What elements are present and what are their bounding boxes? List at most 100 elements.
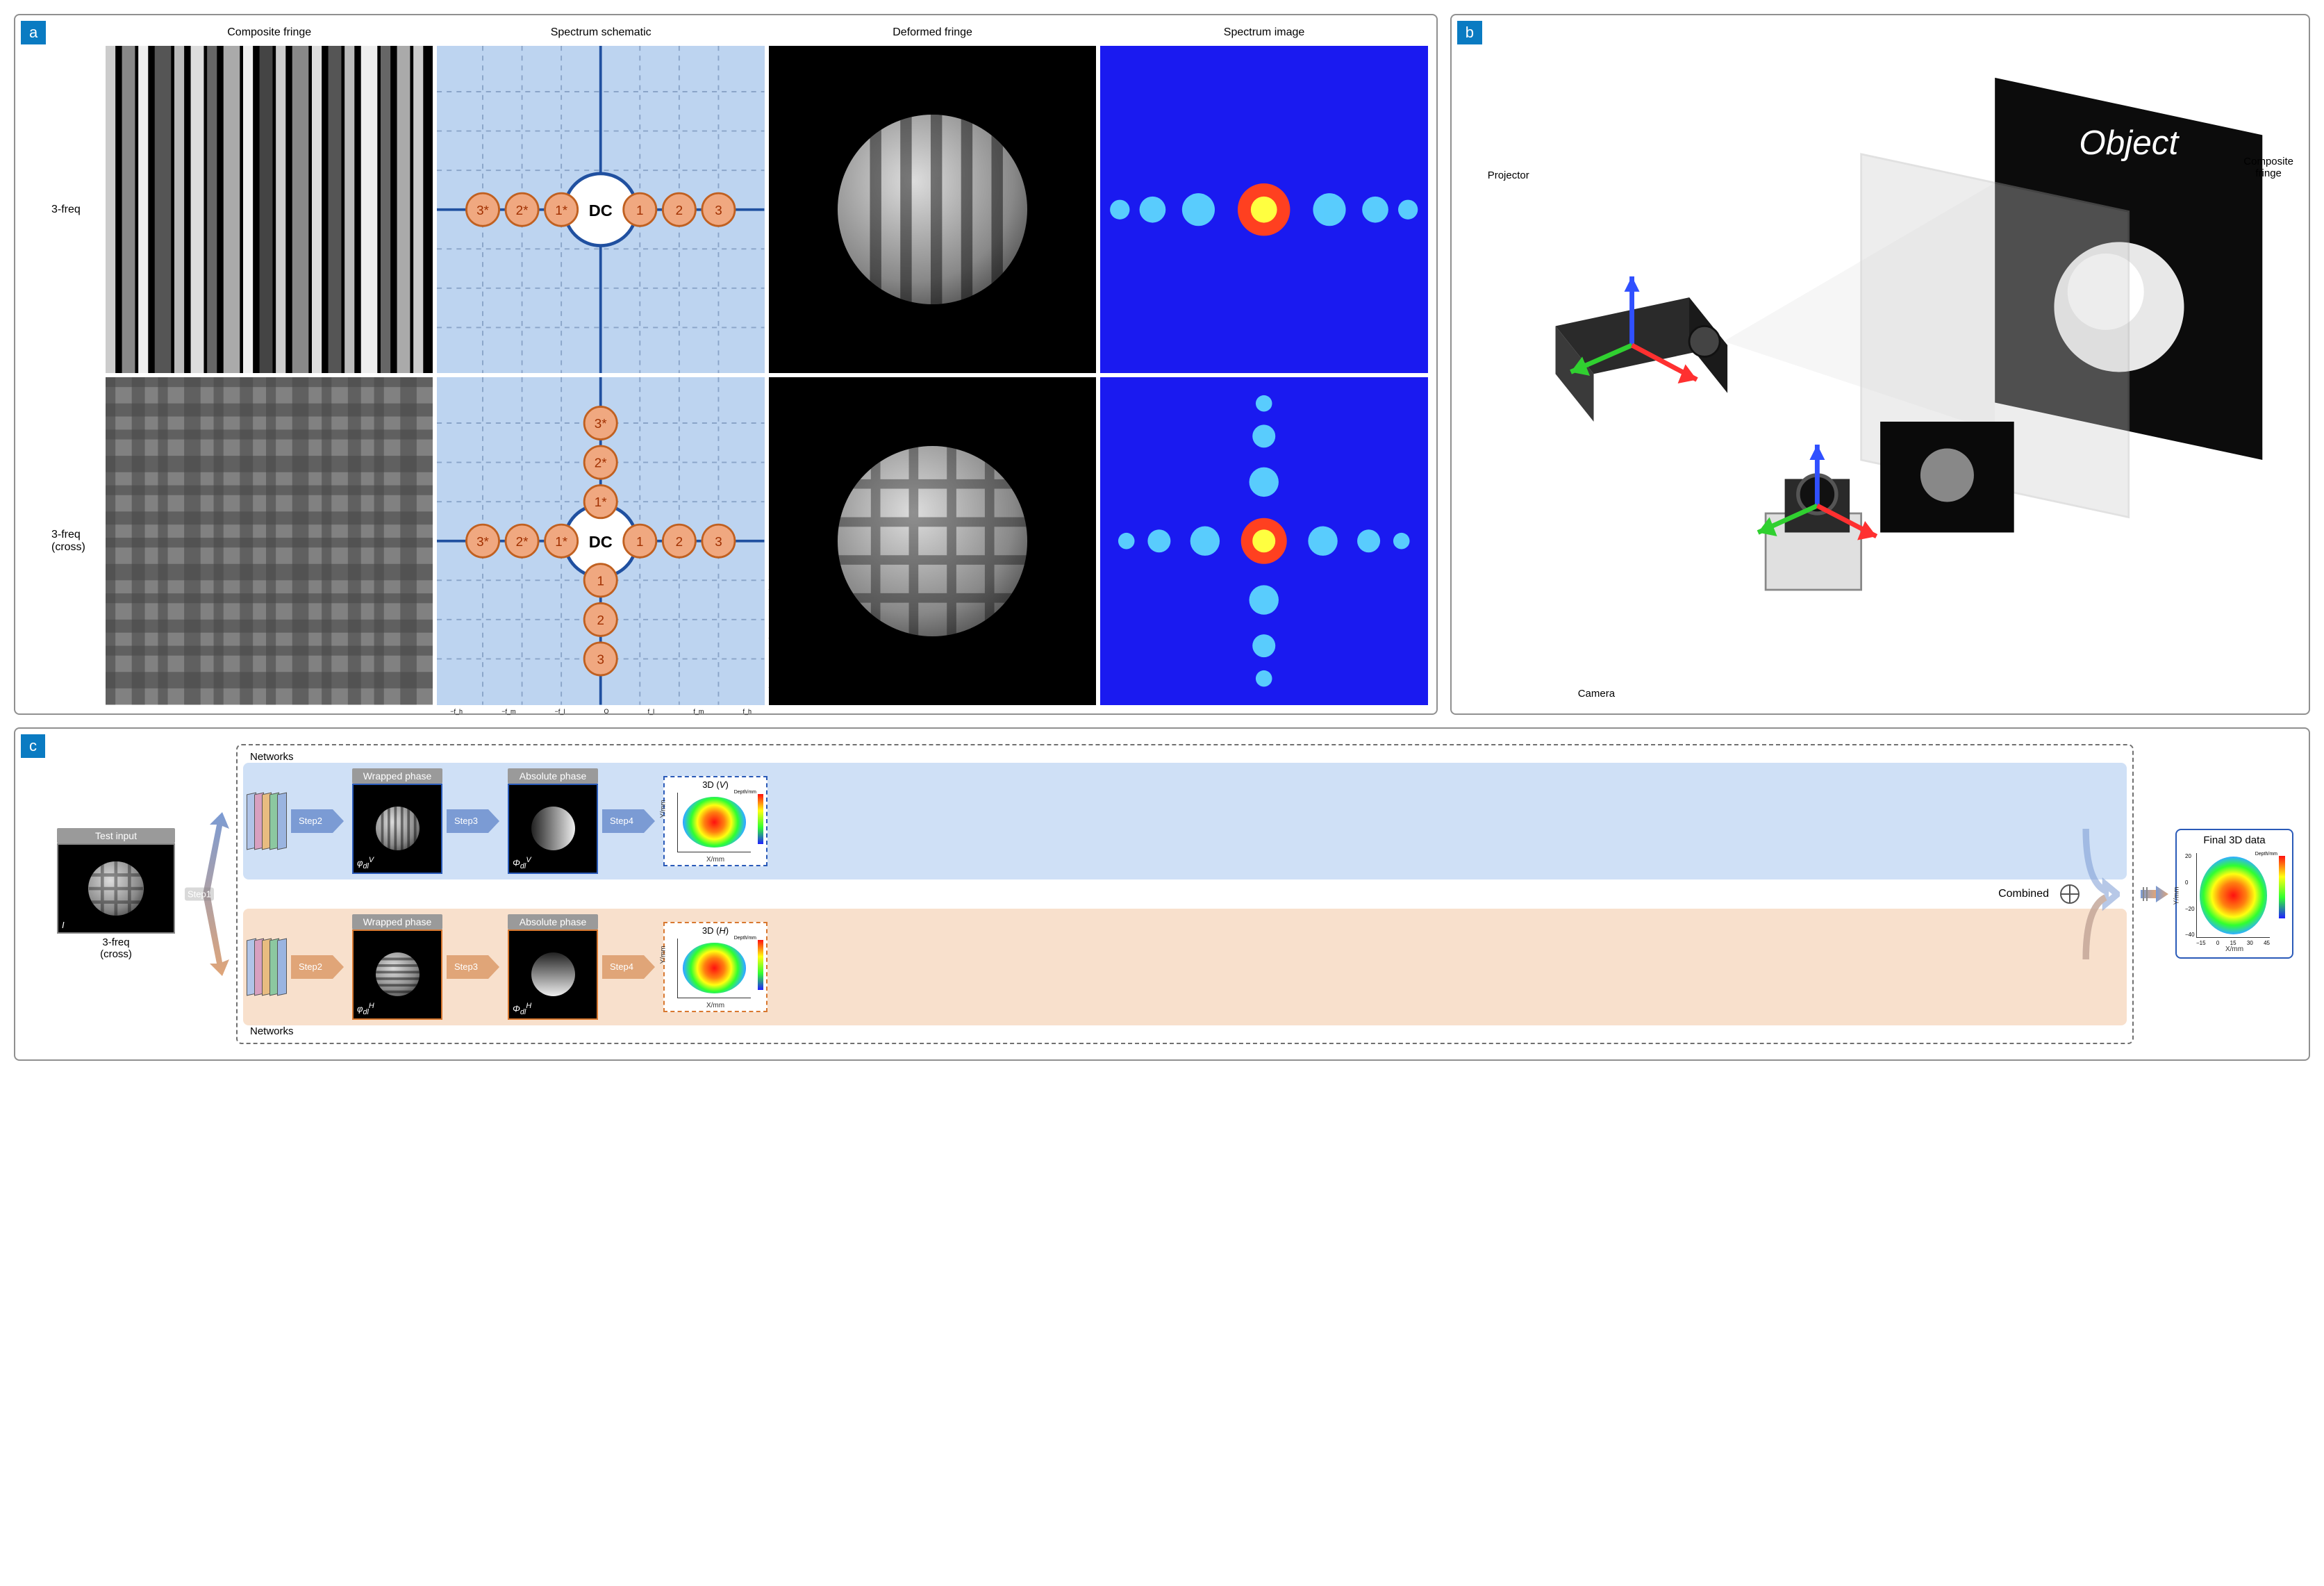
svg-text:3: 3 — [715, 534, 722, 549]
depth-label: Depth/mm — [734, 790, 756, 795]
input-symbol: I — [62, 920, 65, 930]
step4-arrow-h: Step4 — [602, 955, 644, 979]
axis-tick: f_l — [769, 587, 783, 594]
axis-tick: −f_m — [769, 440, 783, 447]
svg-text:1*: 1* — [556, 534, 568, 549]
axis-tick: −f_l — [555, 708, 565, 715]
axis-tick: −f_h — [450, 708, 463, 715]
absolute-phase-v-block: Absolute phase ΦdlV — [508, 768, 598, 874]
pipeline-v: Step2 Wrapped phase — [243, 763, 2127, 879]
svg-text:3: 3 — [715, 203, 722, 217]
absolute-caption-v: Absolute phase — [508, 768, 598, 784]
depth-label: Depth/mm — [2255, 852, 2277, 857]
combined-label: Combined — [1998, 888, 2049, 900]
ylabel: Y/mm — [2173, 887, 2181, 905]
axis-tick: −40 — [2185, 932, 2195, 938]
xlabel: X/mm — [2181, 945, 2288, 953]
svg-text:1: 1 — [636, 203, 643, 217]
axis-tick: −f_m — [501, 708, 515, 715]
wrapped-phase-h-block: Wrapped phase — [352, 914, 442, 1020]
camera-label: Camera — [1578, 688, 1615, 700]
svg-text:1: 1 — [636, 534, 643, 549]
panel-a: a Composite fringe Spectrum schematic De… — [14, 14, 1438, 715]
step2-arrow-v: Step2 — [291, 809, 333, 833]
output-arrow — [2141, 880, 2168, 908]
network-icon — [249, 939, 287, 995]
panel-tag-b: b — [1457, 21, 1482, 44]
formula: ΦdlV — [513, 856, 531, 870]
row-label: 3-freq (cross) — [51, 377, 101, 704]
row-label: 3-freq — [51, 46, 101, 373]
step3-arrow-h: Step3 — [447, 955, 488, 979]
svg-text:2*: 2* — [595, 456, 607, 470]
deformed-fringe-cross — [769, 377, 1096, 704]
absolute-phase-h-block: Absolute phase ΦdlH — [508, 914, 598, 1020]
col-header: Composite fringe — [106, 24, 433, 42]
plot-3d-v: 3D (V) Depth/mm X/mm Y/mm — [663, 776, 767, 866]
absolute-phase-v: ΦdlV — [508, 784, 598, 874]
svg-text:1*: 1* — [556, 203, 568, 217]
svg-text:2: 2 — [597, 613, 604, 627]
network-icon — [249, 793, 287, 849]
ylabel: Y/mm — [660, 800, 667, 818]
test-input-caption: Test input — [57, 828, 175, 843]
networks-label-top: Networks — [250, 751, 2127, 763]
step1-label: Step1 — [185, 887, 214, 900]
col-header: Spectrum image — [1100, 24, 1427, 42]
panel-c-content: Test input I 3-freq (cross) — [24, 737, 2300, 1051]
xlabel: X/mm — [665, 1002, 766, 1009]
axis-tick: −20 — [2185, 906, 2195, 912]
merge-arrows-icon — [2078, 829, 2120, 959]
formula: φdlV — [357, 856, 374, 870]
step3-arrow-v: Step3 — [447, 809, 488, 833]
axis-tick: f_m — [693, 708, 704, 715]
panel-a-grid: Composite fringe Spectrum schematic Defo… — [24, 24, 1428, 705]
final-caption: Final 3D data — [2203, 834, 2265, 846]
svg-text:1: 1 — [597, 574, 604, 588]
composite-fringe-cross — [106, 377, 433, 704]
setup-scene: Object — [1460, 24, 2300, 705]
svg-text:3*: 3* — [595, 417, 607, 431]
axis-tick: 0 — [2185, 879, 2195, 886]
spectrum-schematic-3freq: DC 3*2*1* 123 — [437, 46, 764, 373]
top-row: a Composite fringe Spectrum schematic De… — [14, 14, 2310, 715]
pipelines-container: Networks Step2 Wrapped phase — [236, 744, 2134, 1044]
depth-label: Depth/mm — [734, 936, 756, 941]
col-header: Spectrum schematic — [437, 24, 764, 42]
wrapped-phase-v-block: Wrapped phase — [352, 768, 442, 874]
panel-c: c Test input I 3-freq ( — [14, 727, 2310, 1061]
svg-text:3*: 3* — [477, 203, 490, 217]
absolute-caption-h: Absolute phase — [508, 914, 598, 930]
formula: ΦdlH — [513, 1002, 531, 1016]
wrapped-caption-h: Wrapped phase — [352, 914, 442, 930]
axis-tick: −f_l — [769, 489, 783, 496]
spectrum-image-3freq — [1100, 46, 1427, 373]
axis-tick: f_m — [769, 636, 783, 643]
wrapped-caption-v: Wrapped phase — [352, 768, 442, 784]
figure-root: a Composite fringe Spectrum schematic De… — [14, 14, 2310, 1061]
input-caption: 3-freq (cross) — [100, 936, 132, 960]
step1-arrow-block: Step1 — [182, 790, 229, 998]
svg-text:1*: 1* — [595, 495, 607, 510]
svg-text:2*: 2* — [516, 203, 529, 217]
svg-text:3*: 3* — [477, 534, 490, 549]
svg-text:DC: DC — [589, 534, 613, 552]
spectrum-image-cross — [1100, 377, 1427, 704]
networks-label-bot: Networks — [250, 1025, 2127, 1037]
svg-text:DC: DC — [589, 201, 613, 220]
svg-text:3: 3 — [597, 652, 604, 667]
axis-tick: f_l — [648, 708, 655, 715]
svg-text:2: 2 — [676, 534, 683, 549]
pipeline-h: Step2 Wrapped phase — [243, 909, 2127, 1025]
panel-tag-c: c — [21, 734, 45, 758]
final-3d-frame: Final 3D data Depth/mm −15 0 15 30 — [2175, 829, 2293, 959]
svg-text:2*: 2* — [516, 534, 529, 549]
panel-tag-a: a — [21, 21, 46, 44]
step4-arrow-v: Step4 — [602, 809, 644, 833]
deformed-fringe-3freq — [769, 46, 1096, 373]
panel-b: b Object — [1450, 14, 2310, 715]
composite-fringe-label: Composite fringe — [2243, 156, 2293, 179]
wrapped-phase-v: φdlV — [352, 784, 442, 874]
final-output-block: Final 3D data Depth/mm −15 0 15 30 — [2175, 829, 2293, 959]
wrapped-phase-h: φdlH — [352, 930, 442, 1020]
